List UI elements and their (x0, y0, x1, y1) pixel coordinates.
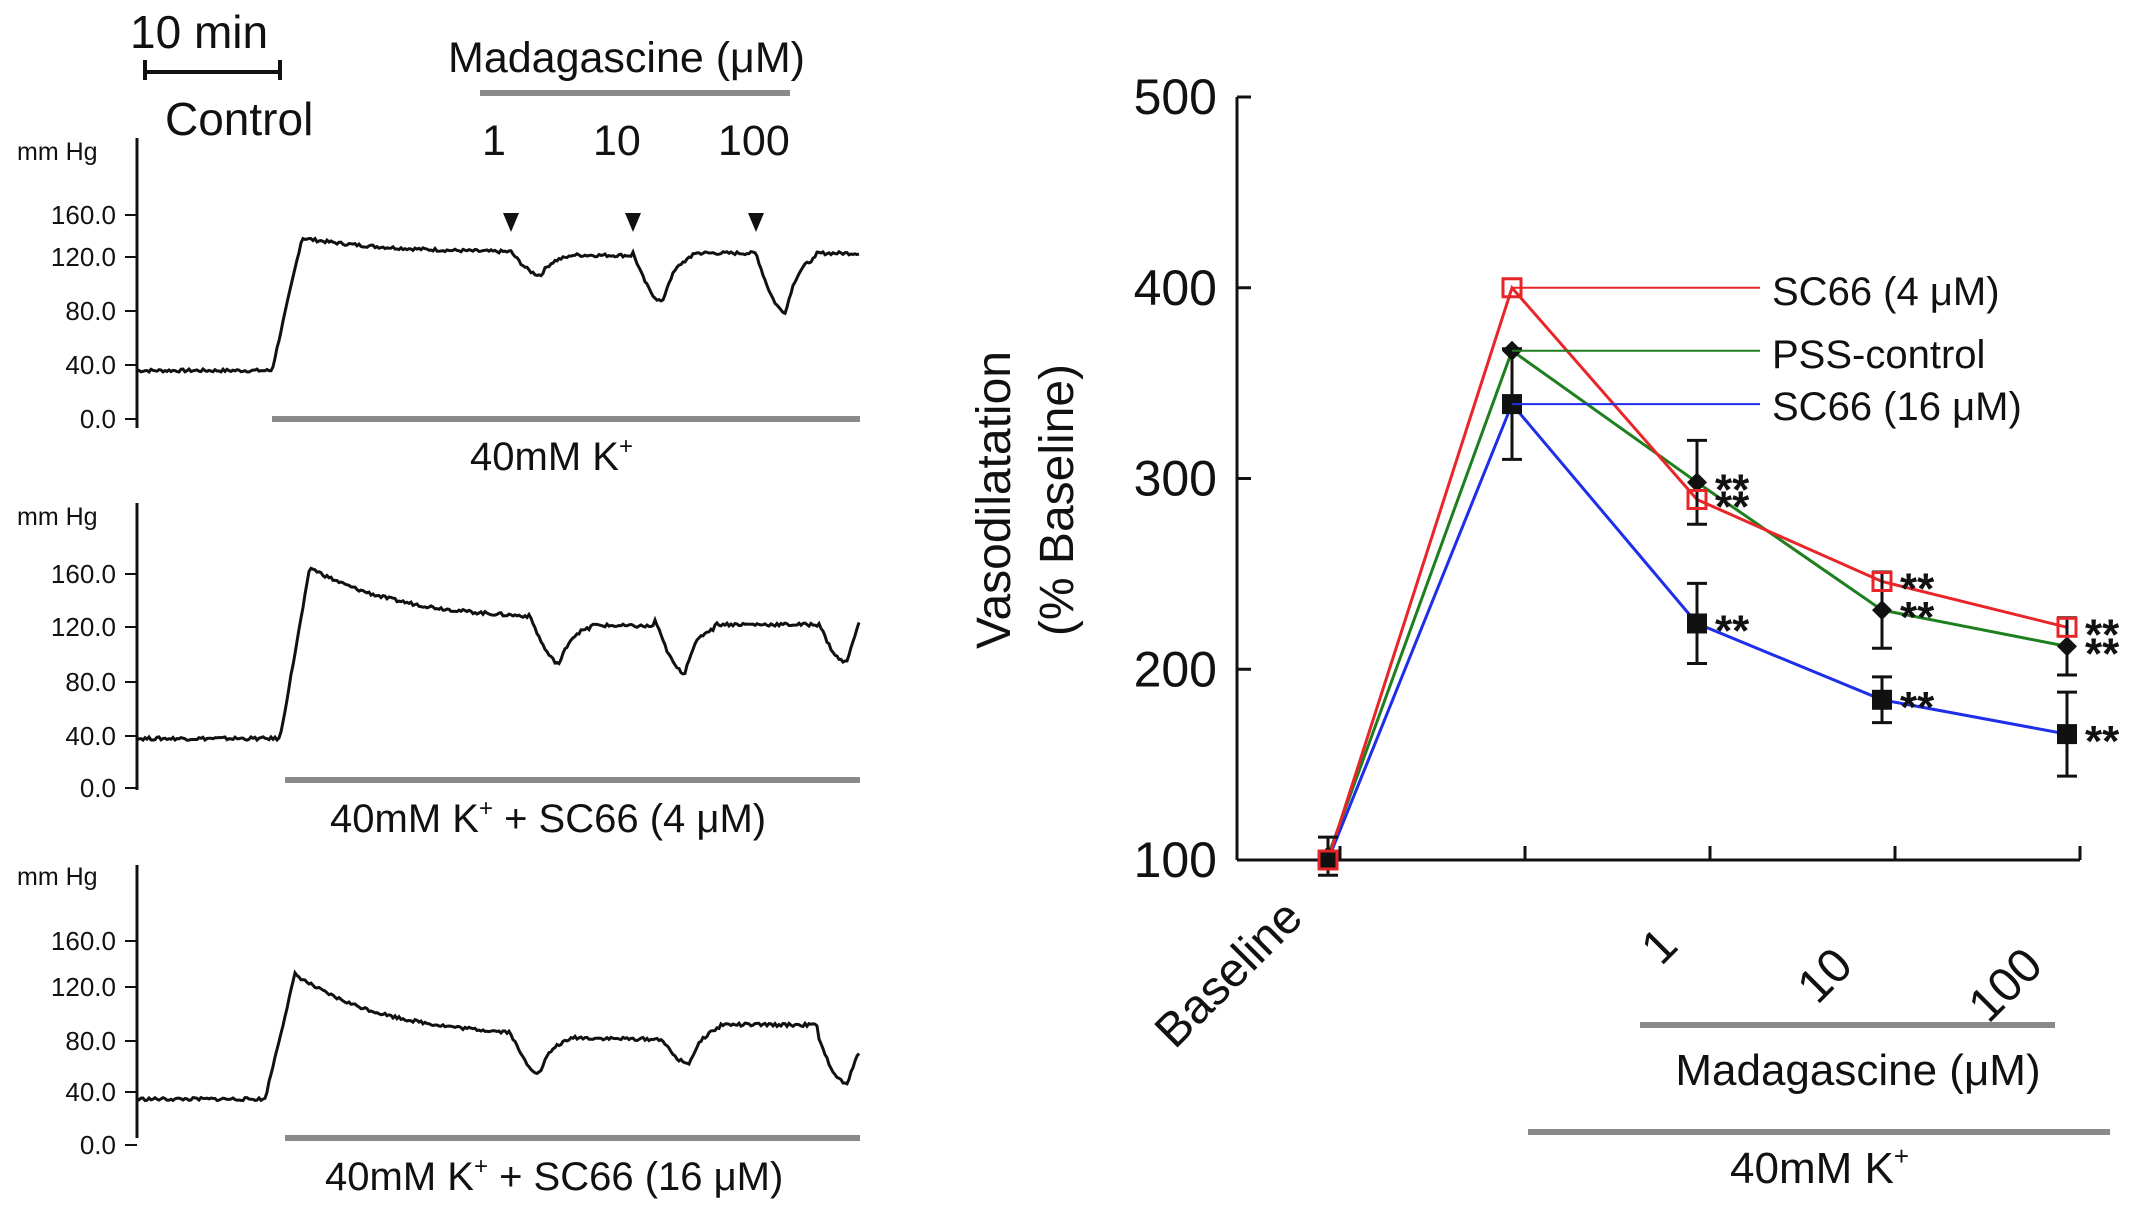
y-tick-label: 400 (1134, 260, 1217, 316)
traces-panel: 10 min Control Madagascine (μM) 1 10 100… (17, 6, 861, 1199)
significance-label: ** (2085, 717, 2120, 766)
y-axis-title: Vasodilatation (968, 351, 1021, 649)
significance-label: ** (2085, 629, 2120, 678)
y-tick-label: 160.0 (51, 200, 116, 230)
y-tick-label: 80.0 (65, 1026, 116, 1056)
y-tick-label: 500 (1134, 69, 1217, 125)
x-tick-label: 1 (1631, 918, 1687, 974)
condition-label: 40mM K+ + SC66 (4 μM) (330, 795, 766, 841)
legend-label: PSS-control (1772, 333, 1985, 377)
dose-label: 100 (718, 117, 790, 165)
data-point (2056, 616, 2078, 638)
data-point (1872, 600, 1892, 621)
dose-label: 10 (593, 117, 641, 165)
significance-label: ** (2085, 610, 2120, 659)
data-point (1686, 488, 1708, 510)
data-point (2057, 724, 2077, 745)
legend-label: SC66 (4 μM) (1772, 270, 2000, 314)
x-tick-label: 100 (1959, 938, 2053, 1032)
condition-label: 40mM K+ (470, 433, 633, 479)
arrowhead-dose-1 (503, 213, 519, 232)
significance-label: ** (1715, 482, 1750, 531)
significance-label: ** (1900, 683, 1935, 732)
x-tick-label: 10 (1788, 938, 1863, 1013)
pressure-trace (136, 566, 861, 743)
data-point (1317, 849, 1339, 871)
significance-label: ** (1900, 565, 1935, 614)
unit-label: mm Hg (17, 503, 98, 531)
data-point (1687, 472, 1707, 493)
pressure-trace (136, 236, 860, 374)
x-drug-label: Madagascine (μM) (1675, 1046, 2040, 1095)
data-point (1872, 689, 1892, 710)
drug-header: Madagascine (μM) (448, 34, 805, 82)
y-tick-label: 80.0 (65, 667, 116, 697)
y-axis-title: (% Baseline) (1031, 364, 1084, 636)
data-point (1687, 613, 1707, 634)
significance-label: ** (1715, 606, 1750, 655)
y-tick-label: 120.0 (51, 242, 116, 272)
condition-label: 40mM K+ + SC66 (16 μM) (325, 1153, 783, 1199)
pressure-trace (136, 969, 861, 1103)
chart-legend: SC66 (4 μM) PSS-control SC66 (16 μM) (1512, 270, 2022, 429)
x-tick-label: Baseline (1145, 890, 1313, 1058)
unit-label: mm Hg (17, 138, 98, 166)
control-label: Control (165, 93, 313, 145)
data-point (2057, 636, 2077, 657)
y-tick-label: 0.0 (80, 773, 116, 803)
x-condition-label: 40mM K+ (1730, 1141, 1909, 1193)
y-tick-label: 160.0 (51, 926, 116, 956)
dose-label: 1 (482, 117, 506, 165)
significance-label: ** (1715, 465, 1750, 514)
y-tick-label: 80.0 (65, 296, 116, 326)
trace-panel-sc66-4uM: mm Hg 160.0 120.0 80.0 40.0 0.0 40mM K+ … (17, 503, 861, 841)
arrowhead-dose-10 (625, 213, 641, 232)
y-tick-label: 120.0 (51, 972, 116, 1002)
time-scale-label: 10 min (130, 6, 268, 58)
trace-panel-control: mm Hg 160.0 120.0 80.0 40.0 0.0 40mM K+ (17, 138, 860, 479)
chart-axes: 100 200 300 400 500 Baseline 1 10 100 (1134, 69, 2082, 1058)
unit-label: mm Hg (17, 863, 98, 891)
y-tick-label: 0.0 (80, 404, 116, 434)
chart-series: ****************** (1317, 277, 2120, 877)
vasodilatation-chart: Vasodilatation (% Baseline) 100 200 300 400… (968, 69, 2120, 1193)
y-tick-label: 160.0 (51, 559, 116, 589)
y-tick-label: 40.0 (65, 1077, 116, 1107)
y-tick-label: 40.0 (65, 350, 116, 380)
significance-label: ** (1900, 593, 1935, 642)
y-tick-label: 300 (1134, 451, 1217, 507)
arrowhead-dose-100 (748, 213, 764, 232)
trace-panel-sc66-16uM: mm Hg 160.0 120.0 80.0 40.0 0.0 40mM K+ … (17, 863, 861, 1199)
y-tick-label: 120.0 (51, 612, 116, 642)
legend-label: SC66 (16 μM) (1772, 385, 2022, 429)
data-point (1871, 571, 1893, 593)
y-tick-label: 200 (1134, 641, 1217, 697)
y-tick-label: 0.0 (80, 1130, 116, 1160)
y-tick-label: 100 (1134, 832, 1217, 888)
y-tick-label: 40.0 (65, 721, 116, 751)
